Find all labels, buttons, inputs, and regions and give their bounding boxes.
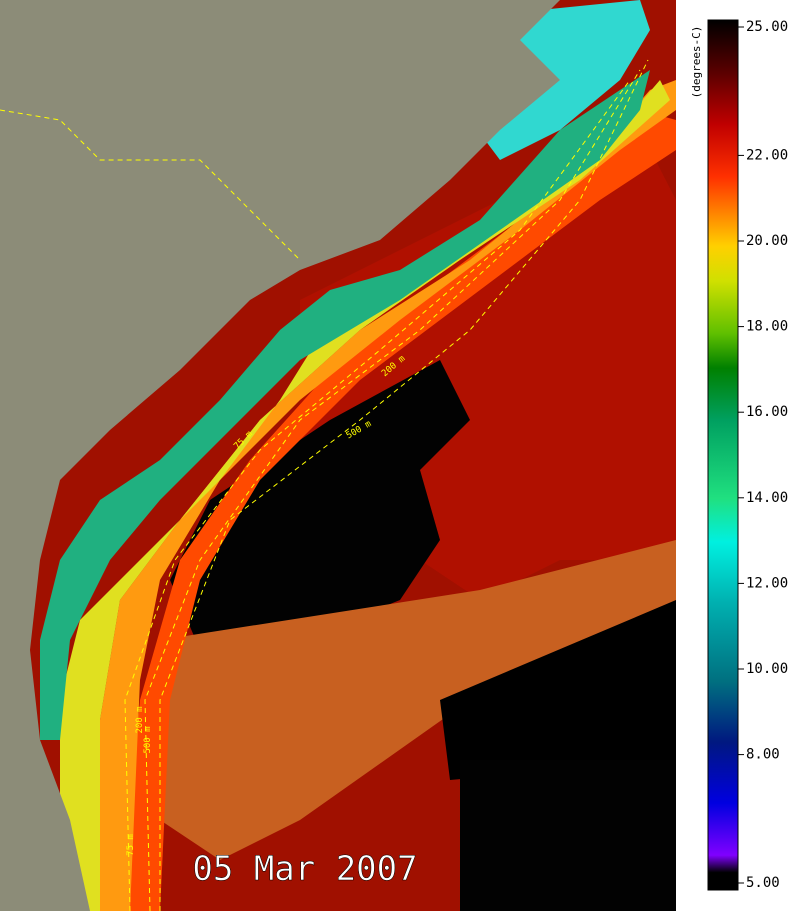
colorbar-tick-label: 22.00 [746, 147, 788, 163]
contour-label: 200 m [135, 706, 145, 733]
contour-label: 500 m [143, 726, 153, 753]
colorbar-tick-label: 10.00 [746, 661, 788, 677]
colorbar-tick-label: 14.00 [746, 490, 788, 506]
colorbar [707, 19, 739, 891]
colorbar-label: (degrees-C) [690, 26, 703, 99]
sst-map [0, 0, 676, 911]
colorbar-tick-label: 12.00 [746, 575, 788, 591]
colorbar-tick-label: 5.00 [746, 875, 780, 891]
date-label: 05 Mar 2007 [192, 849, 417, 889]
colorbar-tick-label: 8.00 [746, 747, 780, 763]
contour-label: 75 m [126, 834, 136, 856]
colorbar-tick-label: 16.00 [746, 404, 788, 420]
colorbar-tick-label: 25.00 [746, 19, 788, 35]
colorbar-tick-label: 18.00 [746, 319, 788, 335]
colorbar-tick-label: 20.00 [746, 233, 788, 249]
